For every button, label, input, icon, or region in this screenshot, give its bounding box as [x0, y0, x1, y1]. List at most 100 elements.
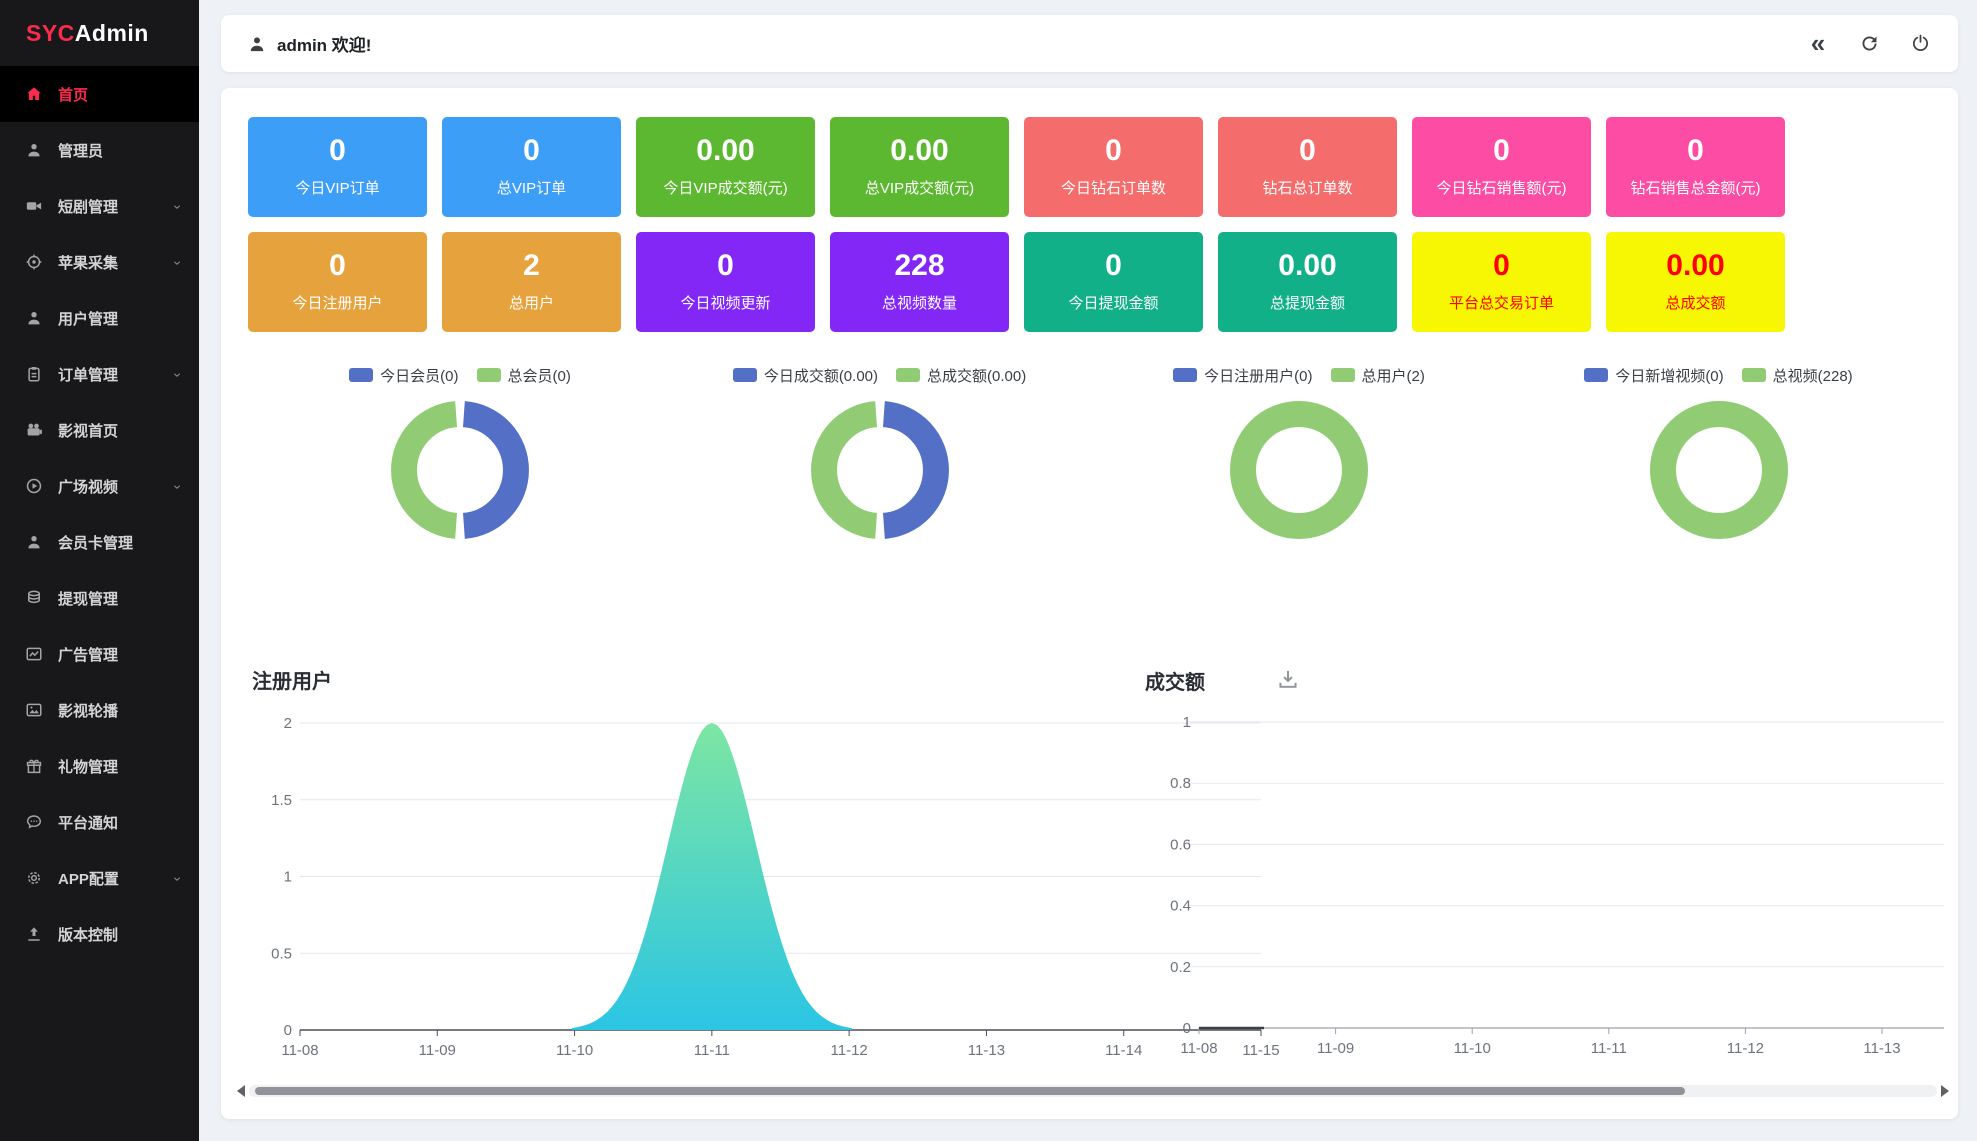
upload-icon: [25, 925, 43, 943]
sidebar-item-label: APP配置: [58, 870, 119, 888]
sidebar-item-drama-manage[interactable]: 短剧管理: [0, 178, 199, 234]
stat-card: 0 今日钻石订单数: [1024, 117, 1203, 217]
sidebar-item-label: 首页: [58, 86, 89, 104]
legend-label: 今日注册用户(0): [1204, 367, 1313, 385]
stat-label: 今日钻石销售额(元): [1436, 180, 1567, 197]
legend-item[interactable]: 今日会员(0): [349, 366, 459, 385]
stat-value: 0: [329, 134, 346, 167]
legend-swatch: [1330, 368, 1355, 382]
video-icon: [25, 197, 43, 215]
legend-item[interactable]: 总用户(2): [1330, 366, 1425, 385]
sidebar-menu: 首页管理员短剧管理苹果采集用户管理订单管理影视首页广场视频 会员卡管理提现管理广告…: [0, 66, 199, 962]
ad-icon: [25, 645, 43, 663]
sidebar: SYC Admin 首页管理员短剧管理苹果采集用户管理订单管理影视首页广场视频 会员…: [0, 0, 199, 1141]
scrollbar-thumb[interactable]: [255, 1087, 1685, 1095]
stat-value: 0: [717, 249, 734, 282]
sidebar-item-film-home[interactable]: 影视首页: [0, 402, 199, 458]
stat-label: 今日提现金额: [1068, 295, 1159, 312]
sidebar-item-film-carousel[interactable]: 影视轮播: [0, 682, 199, 738]
legend-label: 今日会员(0): [380, 367, 459, 385]
sidebar-item-member-card[interactable]: 会员卡管理: [0, 514, 199, 570]
sidebar-item-platform-notice[interactable]: 平台通知: [0, 794, 199, 850]
sidebar-item-ad-manage[interactable]: 广告管理: [0, 626, 199, 682]
donut-chart-group: 今日新增视频(0) 总视频(228): [1509, 366, 1929, 545]
stat-label: 今日VIP成交额(元): [663, 180, 788, 197]
donut-legend: 今日成交额(0.00) 总成交额(0.00): [670, 366, 1090, 385]
legend-item[interactable]: 总成交额(0.00): [896, 366, 1026, 385]
sidebar-item-user-manage[interactable]: 用户管理: [0, 290, 199, 346]
stat-value: 0.00: [696, 134, 755, 167]
donut-ring: [810, 401, 949, 539]
admin-icon: [25, 141, 43, 159]
svg-text:1: 1: [284, 869, 292, 886]
stat-label: 今日VIP订单: [295, 180, 380, 197]
sidebar-item-label: 提现管理: [58, 590, 119, 608]
stat-card: 0.00 总提现金额: [1218, 232, 1397, 332]
stat-card: 0 钻石总订单数: [1218, 117, 1397, 217]
legend-item[interactable]: 今日成交额(0.00): [732, 366, 878, 385]
stat-label: 总用户: [508, 295, 554, 312]
notice-icon: [25, 813, 43, 831]
svg-text:11-10: 11-10: [556, 1042, 593, 1059]
stat-card: 0 平台总交易订单: [1412, 232, 1591, 332]
stat-card: 0.00 总成交额: [1606, 232, 1785, 332]
donut-ring: [1649, 401, 1788, 539]
stat-value: 0.00: [1666, 249, 1725, 282]
legend-label: 总会员(0): [507, 367, 571, 385]
stat-cards: 0 今日VIP订单 0 总VIP订单 0.00 今日VIP成交额(元) 0.00 总VIP成交…: [248, 117, 1785, 332]
chevron-down-icon: [171, 872, 183, 884]
sidebar-item-app-config[interactable]: APP配置: [0, 850, 199, 906]
collapse-icon[interactable]: «: [1810, 28, 1826, 58]
svg-text:0: 0: [284, 1022, 292, 1039]
scrollbar-track[interactable]: [249, 1085, 1937, 1097]
svg-text:11-13: 11-13: [968, 1042, 1005, 1059]
film-icon: [25, 421, 43, 439]
donut-ring: [391, 401, 529, 539]
sidebar-item-order-manage[interactable]: 订单管理: [0, 346, 199, 402]
stat-card: 0 今日钻石销售额(元): [1412, 117, 1591, 217]
stat-label: 总VIP成交额(元): [864, 180, 975, 197]
sidebar-item-version-control[interactable]: 版本控制: [0, 906, 199, 962]
app-logo: SYC Admin: [0, 0, 199, 66]
svg-text:11-13: 11-13: [1863, 1040, 1900, 1057]
refresh-icon[interactable]: [1857, 32, 1881, 56]
stat-card: 228 总视频数量: [830, 232, 1009, 332]
svg-text:11-12: 11-12: [831, 1042, 868, 1059]
chevron-down-icon: [171, 256, 183, 268]
legend-item[interactable]: 今日新增视频(0): [1584, 366, 1724, 385]
power-icon[interactable]: [1908, 32, 1932, 56]
topbar: admin 欢迎! «: [221, 15, 1958, 72]
svg-text:11-08: 11-08: [1180, 1040, 1217, 1057]
sidebar-item-withdraw-manage[interactable]: 提现管理: [0, 570, 199, 626]
sidebar-item-admin[interactable]: 管理员: [0, 122, 199, 178]
sidebar-item-home[interactable]: 首页: [0, 66, 199, 122]
stat-value: 0.00: [890, 134, 949, 167]
legend-label: 总视频(228): [1772, 367, 1853, 385]
donut-chart-group: 今日注册用户(0) 总用户(2): [1089, 366, 1509, 545]
stat-label: 总提现金额: [1269, 295, 1345, 312]
sidebar-item-plaza-video[interactable]: 广场视频: [0, 458, 199, 514]
gear-icon: [25, 869, 43, 887]
stat-value: 0: [1687, 134, 1704, 167]
stat-value: 0: [1105, 249, 1122, 282]
download-icon[interactable]: [1275, 666, 1303, 694]
legend-label: 今日成交额(0.00): [763, 367, 878, 385]
legend-item[interactable]: 总会员(0): [476, 366, 571, 385]
legend-item[interactable]: 今日注册用户(0): [1173, 366, 1313, 385]
svg-text:1.5: 1.5: [271, 792, 292, 809]
sidebar-item-label: 用户管理: [58, 310, 119, 328]
legend-item[interactable]: 总视频(228): [1741, 366, 1853, 385]
svg-text:0.8: 0.8: [1170, 775, 1191, 792]
sidebar-item-label: 短剧管理: [58, 198, 119, 216]
scroll-right-arrow-icon[interactable]: [1941, 1085, 1949, 1097]
sidebar-item-gift-manage[interactable]: 礼物管理: [0, 738, 199, 794]
home-icon: [25, 85, 43, 103]
legend-swatch: [1584, 368, 1609, 382]
svg-text:0: 0: [1183, 1020, 1191, 1037]
legend-label: 总用户(2): [1361, 367, 1425, 385]
scroll-left-arrow-icon[interactable]: [237, 1085, 245, 1097]
sidebar-item-label: 影视首页: [58, 422, 119, 440]
legend-swatch: [349, 368, 374, 382]
sidebar-item-label: 礼物管理: [58, 758, 119, 776]
sidebar-item-apple-collect[interactable]: 苹果采集: [0, 234, 199, 290]
